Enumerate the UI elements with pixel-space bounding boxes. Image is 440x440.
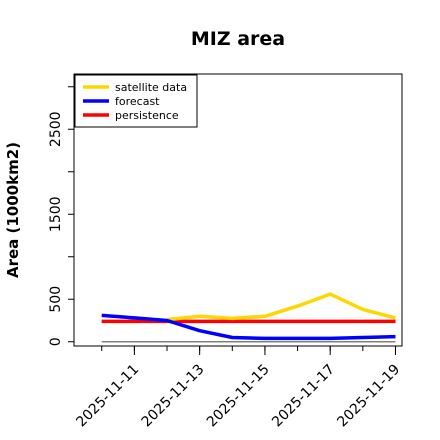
x-tick-label: 2025-11-11 <box>73 362 142 431</box>
plot-frame <box>73 73 403 347</box>
legend-entry-satellite-data: satellite data <box>115 81 187 94</box>
plot-area: 0500150025002025-11-112025-11-132025-11-… <box>48 73 403 431</box>
x-tick-label: 2025-11-19 <box>334 362 403 431</box>
series-line-satellite-data <box>166 292 396 322</box>
y-tick-label: 2500 <box>48 111 64 147</box>
y-tick-label: 1500 <box>48 196 64 232</box>
y-axis-label: Area (1000km2) <box>4 142 22 278</box>
x-tick-label: 2025-11-17 <box>269 362 338 431</box>
x-tick-label: 2025-11-15 <box>204 362 273 431</box>
legend-entry-forecast: forecast <box>115 95 160 108</box>
series-line-forecast <box>101 313 396 341</box>
y-tick-label: 500 <box>48 286 64 313</box>
y-tick-label: 0 <box>48 337 64 346</box>
legend-entry-persistence: persistence <box>115 109 179 122</box>
x-tick-label: 2025-11-13 <box>139 362 208 431</box>
chart-title: MIZ area <box>191 28 285 50</box>
